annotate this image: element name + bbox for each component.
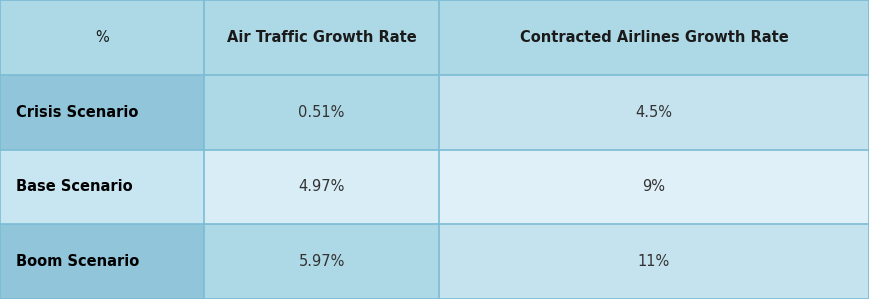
Text: 0.51%: 0.51%	[298, 105, 345, 120]
Text: %: %	[96, 30, 109, 45]
Bar	[204, 224, 439, 299]
Text: 5.97%: 5.97%	[298, 254, 345, 269]
Text: 11%: 11%	[638, 254, 670, 269]
Text: Air Traffic Growth Rate: Air Traffic Growth Rate	[227, 30, 416, 45]
Bar	[204, 0, 439, 75]
Text: Contracted Airlines Growth Rate: Contracted Airlines Growth Rate	[520, 30, 788, 45]
Text: 9%: 9%	[642, 179, 666, 194]
Bar	[0, 75, 204, 150]
Bar	[439, 150, 869, 224]
Text: Crisis Scenario: Crisis Scenario	[16, 105, 138, 120]
Bar	[0, 224, 204, 299]
Text: 4.97%: 4.97%	[298, 179, 345, 194]
Bar	[204, 150, 439, 224]
Bar	[439, 224, 869, 299]
Text: 4.5%: 4.5%	[635, 105, 673, 120]
Bar	[439, 0, 869, 75]
Text: Boom Scenario: Boom Scenario	[16, 254, 139, 269]
Text: Base Scenario: Base Scenario	[16, 179, 132, 194]
Bar	[439, 75, 869, 150]
Bar	[0, 0, 204, 75]
Bar	[0, 150, 204, 224]
Bar	[204, 75, 439, 150]
